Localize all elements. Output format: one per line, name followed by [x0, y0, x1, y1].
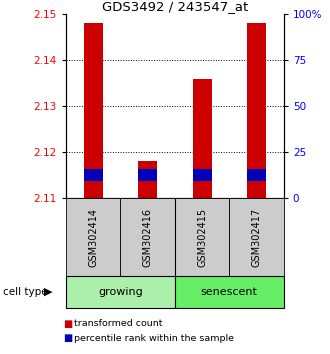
Text: GSM302416: GSM302416: [143, 208, 153, 267]
Text: ▶: ▶: [44, 287, 52, 297]
Bar: [193, 79, 212, 198]
Bar: [84, 23, 103, 198]
FancyBboxPatch shape: [229, 198, 284, 276]
Text: cell type: cell type: [3, 287, 48, 297]
Bar: [193, 170, 212, 181]
Bar: [84, 170, 103, 181]
Text: GSM302414: GSM302414: [88, 208, 98, 267]
Text: senescent: senescent: [201, 287, 258, 297]
Text: transformed count: transformed count: [74, 319, 163, 329]
Bar: [247, 23, 266, 198]
Text: ■: ■: [63, 333, 72, 343]
Text: percentile rank within the sample: percentile rank within the sample: [74, 333, 234, 343]
Text: growing: growing: [98, 287, 143, 297]
Text: GSM302415: GSM302415: [197, 207, 207, 267]
FancyBboxPatch shape: [120, 198, 175, 276]
Text: GSM302417: GSM302417: [251, 207, 262, 267]
FancyBboxPatch shape: [175, 198, 229, 276]
FancyBboxPatch shape: [66, 276, 175, 308]
FancyBboxPatch shape: [66, 198, 120, 276]
Title: GDS3492 / 243547_at: GDS3492 / 243547_at: [102, 0, 248, 13]
Bar: [247, 170, 266, 181]
FancyBboxPatch shape: [175, 276, 284, 308]
Bar: [138, 161, 157, 198]
Bar: [138, 170, 157, 181]
Text: ■: ■: [63, 319, 72, 329]
